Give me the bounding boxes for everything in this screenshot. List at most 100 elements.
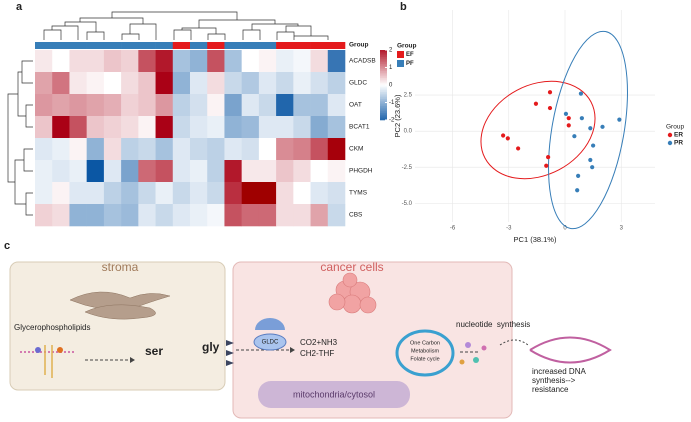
colorbar-tick-label: -2 [389, 118, 395, 124]
heatmap-cell [35, 204, 53, 227]
colorbar-step [380, 90, 387, 93]
y-tick-label: -2.5 [402, 165, 413, 171]
point [576, 173, 581, 178]
heatmap-cell [138, 138, 156, 161]
heatmap-cell [138, 72, 156, 95]
group-cell [69, 42, 87, 49]
heatmap-cell [327, 204, 346, 227]
row-label: CBS [349, 212, 363, 219]
heatmap-cell [310, 94, 329, 117]
heatmap-cell [276, 138, 294, 161]
group-cell [35, 42, 53, 49]
arrow-head [130, 357, 135, 363]
heatmap-cell [103, 72, 122, 95]
panel-label: c [4, 240, 10, 252]
point [501, 133, 506, 138]
group-cell [293, 42, 311, 49]
heatmap-cell [86, 50, 105, 73]
colorbar-step [380, 60, 387, 63]
heatmap-cell [293, 116, 311, 139]
colorbar-step [380, 109, 387, 112]
heatmap-cell [138, 182, 156, 205]
colorbar-step [380, 107, 387, 110]
heatmap-cell [241, 204, 260, 227]
point [547, 90, 553, 95]
heatmap-cell [86, 72, 105, 95]
colorbar-tick-label: 0 [389, 83, 393, 89]
y-tick-label: -5.0 [402, 201, 413, 207]
serine-label: ser [145, 344, 163, 358]
colorbar-step [380, 99, 387, 102]
heatmap-cell [121, 94, 139, 117]
heatmap-cell [103, 50, 122, 73]
outcome-label: synthesis--> [532, 376, 576, 385]
colorbar-step [380, 50, 387, 53]
group-cell [310, 42, 329, 49]
heatmap-cell [69, 50, 87, 73]
heatmap-cell [121, 204, 139, 227]
row-dendrogram [7, 60, 33, 216]
colorbar-step [380, 64, 387, 67]
heatmap-cell [138, 116, 156, 139]
arrow-head [290, 347, 295, 353]
colorbar-step [380, 106, 387, 109]
stroma-label: stroma [102, 260, 139, 274]
row-label: ACADSB [349, 58, 376, 65]
colorbar-step [380, 67, 387, 70]
heatmap-cell [69, 138, 87, 161]
product-label: CO2+NH3 [300, 338, 338, 347]
heatmap-cell [327, 72, 346, 95]
point [578, 91, 584, 96]
heatmap-cell [241, 94, 260, 117]
heatmap-cell [86, 204, 105, 227]
heatmap-cell [190, 116, 208, 139]
heatmap-cell [69, 94, 87, 117]
heatmap-cell [241, 138, 260, 161]
heatmap-cell [172, 72, 191, 95]
group-cell [224, 42, 242, 49]
compartment-label: mitochondria/cytosol [293, 389, 375, 399]
colorbar-step [380, 71, 387, 74]
colorbar-step [380, 65, 387, 68]
point [505, 136, 510, 141]
colorbar-step [380, 104, 387, 107]
point [533, 101, 539, 106]
point [588, 157, 593, 163]
colorbar-step [380, 57, 387, 60]
colorbar-step [380, 97, 387, 100]
heatmap-cell [35, 116, 53, 139]
row-label: OAT [349, 102, 362, 109]
heatmap-cell [224, 50, 242, 73]
heatmap-cell [276, 72, 294, 95]
heatmap-cell [190, 72, 208, 95]
heatmap-cell [310, 160, 329, 183]
colorbar-step [380, 102, 387, 105]
point [590, 165, 595, 170]
confidence-ellipse [480, 80, 596, 180]
heatmap-cell [86, 94, 105, 117]
column-dendrogram [43, 11, 329, 40]
colorbar-tick-label: 2 [389, 48, 393, 54]
colorbar-step [380, 69, 387, 72]
heatmap-cell [155, 94, 174, 117]
colorbar-step [380, 55, 387, 58]
heatmap-cell [155, 204, 174, 227]
heatmap-cell [52, 160, 70, 183]
enzyme-label: GLDC [262, 340, 279, 346]
legend-title: Group [666, 124, 684, 131]
outcome-label: increased DNA [532, 367, 586, 376]
heatmap-cell [241, 50, 260, 73]
colorbar-step [380, 93, 387, 96]
cycle-label: One Carbon [410, 340, 440, 346]
colorbar-step [380, 83, 387, 86]
confidence-ellipse [548, 30, 628, 230]
lipid-label: Glycerophospholipids [14, 323, 91, 332]
colorbar-step [380, 74, 387, 77]
legend-marker [667, 132, 673, 138]
group-cell [52, 42, 70, 49]
glycine-label: gly [202, 340, 220, 354]
heatmap-cell [276, 204, 294, 227]
heatmap-cell [241, 182, 260, 205]
x-axis-label: PC1 (38.1%) [514, 235, 557, 244]
group-cell [190, 42, 208, 49]
